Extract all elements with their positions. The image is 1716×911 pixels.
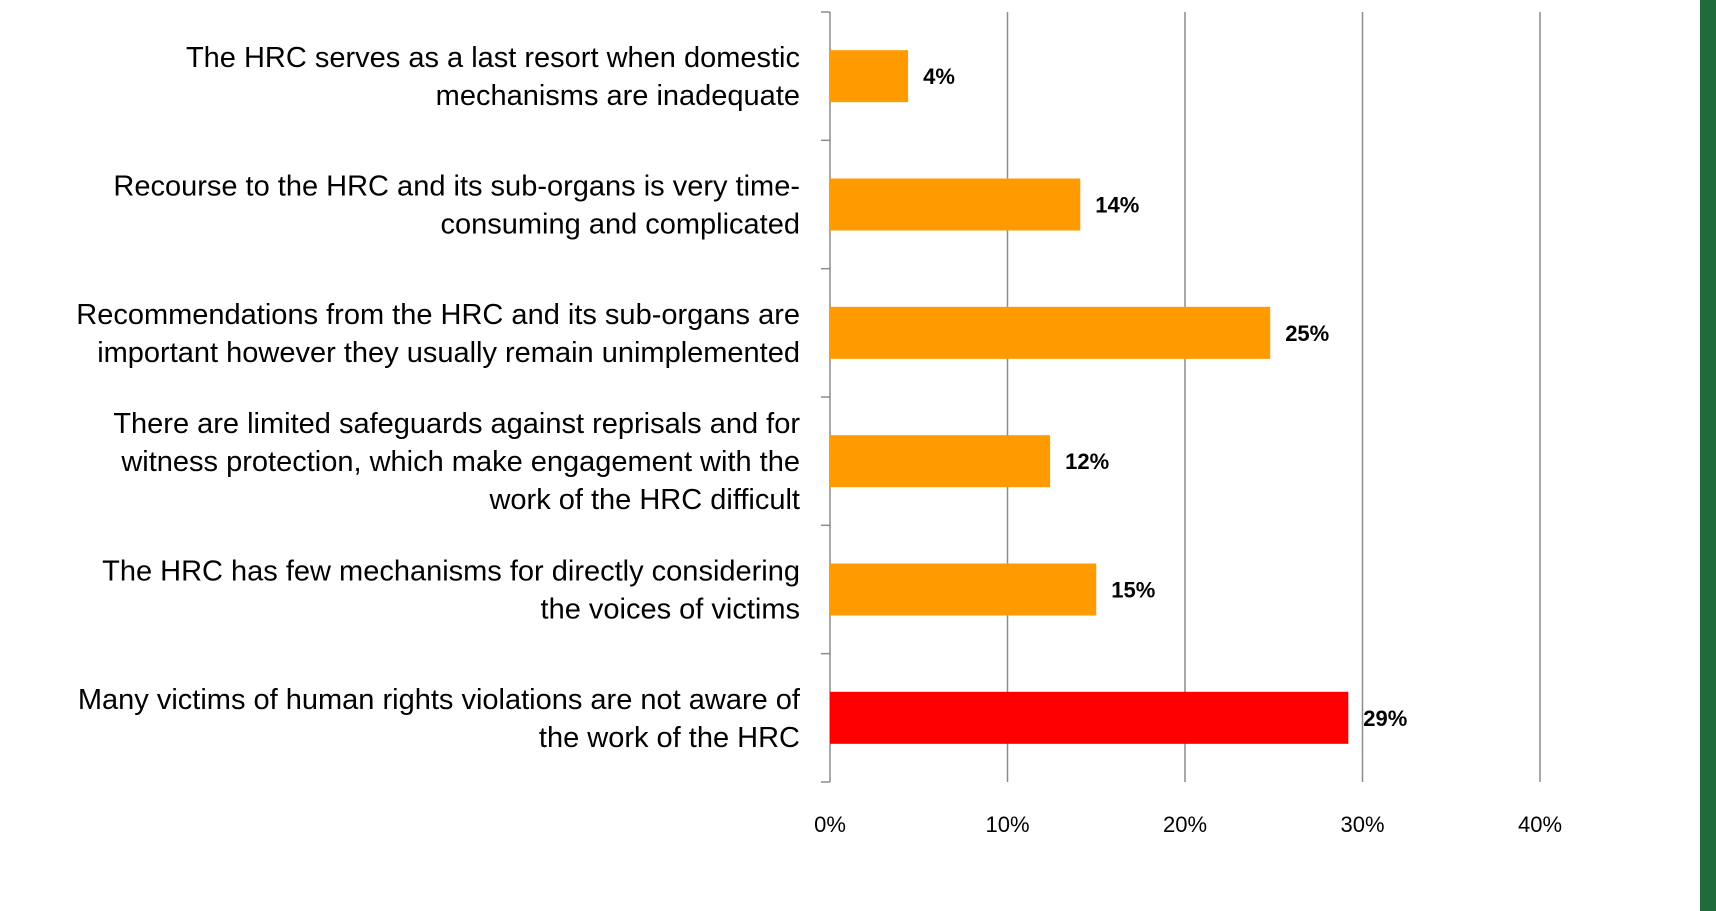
category-label-2: Recourse to the HRC and its sub-organs i…: [113, 171, 800, 241]
category-label-line: the work of the HRC: [539, 722, 800, 754]
data-label-3: 25%: [1285, 321, 1329, 346]
bar-6: [830, 691, 1349, 744]
data-label-1: 4%: [923, 64, 955, 89]
category-label-4: There are limited safeguards against rep…: [113, 408, 800, 516]
category-label-line: important however they usually remain un…: [97, 337, 800, 369]
data-label-4: 12%: [1065, 449, 1109, 474]
x-tick-label-40: 40%: [1518, 812, 1562, 837]
category-labels: The HRC serves as a last resort when dom…: [76, 42, 801, 754]
category-label-line: the voices of victims: [541, 594, 800, 626]
category-label-line: work of the HRC difficult: [488, 484, 800, 516]
x-tick-label-10: 10%: [985, 812, 1029, 837]
bar-2: [830, 178, 1081, 231]
category-label-line: The HRC has few mechanisms for directly …: [102, 556, 800, 588]
category-label-line: Many victims of human rights violations …: [78, 684, 801, 716]
category-label-1: The HRC serves as a last resort when dom…: [186, 42, 800, 112]
category-label-line: Recommendations from the HRC and its sub…: [76, 299, 800, 331]
category-label-line: consuming and complicated: [441, 209, 800, 241]
x-tick-label-20: 20%: [1163, 812, 1207, 837]
bar-4: [830, 435, 1051, 488]
category-label-line: Recourse to the HRC and its sub-organs i…: [113, 171, 800, 203]
side-accent-band: [1700, 0, 1716, 911]
data-label-5: 15%: [1111, 578, 1155, 603]
category-label-6: Many victims of human rights violations …: [78, 684, 801, 754]
bar-5: [830, 563, 1097, 616]
category-label-line: witness protection, which make engagemen…: [120, 446, 800, 478]
category-label-line: The HRC serves as a last resort when dom…: [186, 42, 800, 74]
x-tick-label-0: 0%: [814, 812, 846, 837]
data-label-6: 29%: [1363, 706, 1407, 731]
category-axis: [821, 11, 831, 783]
data-label-2: 14%: [1095, 193, 1139, 218]
bar-3: [830, 306, 1271, 359]
x-tick-labels: 0% 10% 20% 30% 40%: [814, 812, 1562, 837]
category-label-line: There are limited safeguards against rep…: [113, 408, 800, 440]
category-label-line: mechanisms are inadequate: [436, 80, 800, 112]
category-label-5: The HRC has few mechanisms for directly …: [102, 556, 800, 626]
bar-1: [830, 50, 909, 103]
x-tick-label-30: 30%: [1340, 812, 1384, 837]
gridlines: [1006, 12, 1541, 782]
bars: [830, 50, 1349, 744]
category-label-3: Recommendations from the HRC and its sub…: [76, 299, 800, 369]
data-labels: 4% 14% 25% 12% 15% 29%: [923, 64, 1407, 731]
